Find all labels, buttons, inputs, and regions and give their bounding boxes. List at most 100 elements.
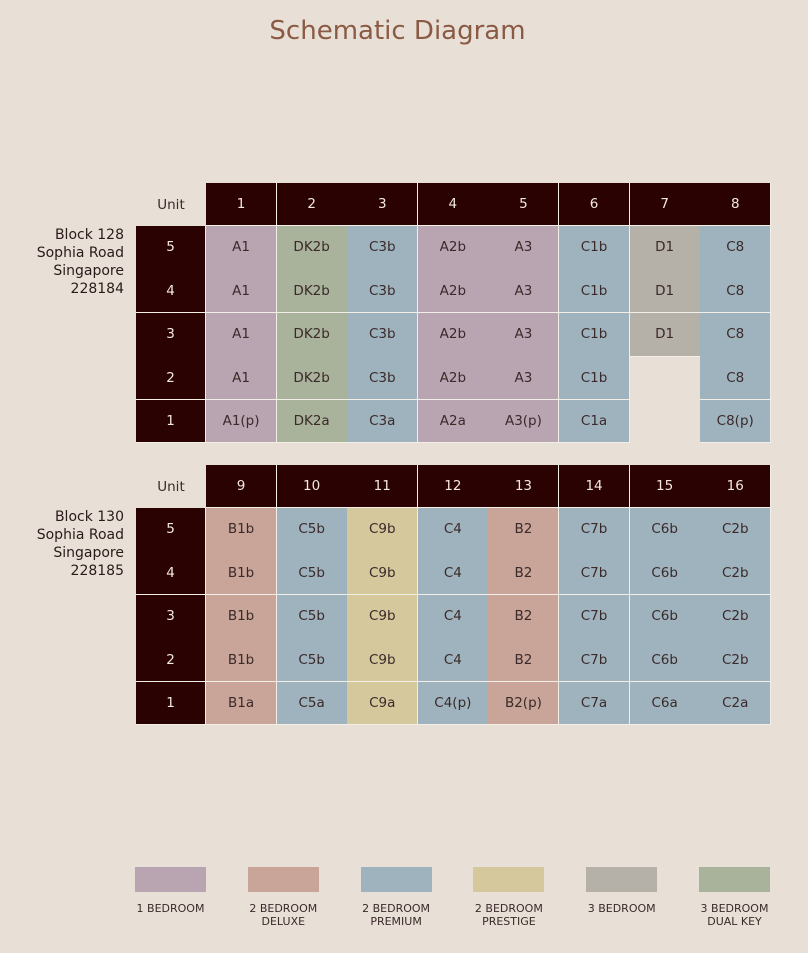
unit-cell: C7a — [559, 681, 631, 726]
unit-cell: B1b — [206, 594, 278, 639]
floor-number: 4 — [136, 269, 206, 314]
unit-cell: C6b — [629, 551, 701, 596]
unit-cell: C4 — [417, 508, 489, 552]
unit-cell: C5b — [276, 551, 348, 596]
unit-number: 15 — [629, 465, 701, 508]
unit-cell: C9a — [347, 681, 419, 726]
unit-cell: A2b — [417, 356, 489, 401]
unit-cell: A3 — [488, 269, 560, 314]
unit-cell: C9b — [347, 638, 419, 683]
unit-cell: D1 — [629, 269, 701, 314]
unit-cell: DK2b — [276, 226, 348, 270]
unit-cell: D1 — [629, 226, 701, 270]
legend-label: 2 BEDROOM — [362, 902, 431, 915]
unit-cell: C2b — [700, 638, 772, 683]
unit-cell: C9b — [347, 508, 419, 552]
unit-number: 13 — [488, 465, 560, 508]
unit-cell: B2 — [488, 508, 560, 552]
unit-cell: C7b — [559, 508, 631, 552]
legend-swatch — [699, 867, 770, 892]
unit-cell: C7b — [559, 638, 631, 683]
unit-cell: C6b — [629, 508, 701, 552]
unit-cell: C9b — [347, 594, 419, 639]
unit-cell: DK2b — [276, 269, 348, 314]
unit-cell: A1 — [206, 269, 278, 314]
floor-number: 5 — [136, 226, 206, 270]
legend-swatch — [586, 867, 658, 892]
unit-cell: C1b — [559, 356, 631, 401]
unit-cell: B1b — [206, 551, 278, 596]
address-line: Block 130 — [54, 509, 124, 525]
unit-cell: C1b — [559, 269, 631, 314]
unit-cell: A3(p) — [488, 399, 560, 444]
legend-swatch — [247, 867, 319, 892]
floor-number: 3 — [136, 312, 206, 357]
unit-cell: A1 — [206, 356, 278, 401]
unit-cell: C2b — [700, 594, 772, 639]
unit-cell: A2b — [417, 312, 489, 357]
unit-cell: A3 — [488, 356, 560, 401]
legend-label: 1 BEDROOM — [136, 902, 205, 915]
floor-number: 1 — [136, 399, 206, 444]
unit-number: 9 — [206, 465, 278, 508]
address-line: Singapore — [53, 545, 124, 561]
unit-number: 1 — [206, 183, 278, 226]
unit-cell: B1a — [206, 681, 278, 726]
floor-number: 2 — [136, 356, 206, 401]
unit-cell: B2 — [488, 551, 560, 596]
legend-label: DUAL KEY — [707, 915, 762, 928]
unit-cell: C6a — [629, 681, 701, 726]
unit-cell: C1b — [559, 226, 631, 270]
unit-cell: C3b — [347, 356, 419, 401]
unit-cell: C5b — [276, 594, 348, 639]
unit-cell: C4 — [417, 638, 489, 683]
unit-cell: A2b — [417, 269, 489, 314]
legend-label: 2 BEDROOM — [474, 902, 543, 915]
unit-cell: C7b — [559, 551, 631, 596]
unit-cell: C6b — [629, 594, 701, 639]
unit-cell: C1a — [559, 399, 631, 444]
legend-swatch — [360, 867, 432, 892]
legend-label: 2 BEDROOM — [249, 902, 318, 915]
unit-cell: B1b — [206, 638, 278, 683]
unit-number: 6 — [559, 183, 631, 226]
unit-cell: D1 — [629, 312, 701, 357]
address-line: Sophia Road — [36, 527, 124, 543]
floor-number: 1 — [136, 681, 206, 726]
floor-number: 2 — [136, 638, 206, 683]
unit-number: 5 — [488, 183, 560, 226]
unit-cell: C1b — [559, 312, 631, 357]
unit-cell: C8 — [700, 356, 772, 401]
address-line: Block 128 — [54, 227, 124, 243]
unit-number: 4 — [417, 183, 489, 226]
unit-cell: C3b — [347, 312, 419, 357]
legend-label: DELUXE — [261, 915, 306, 928]
unit-header: Unit — [157, 478, 185, 495]
unit-cell: B2(p) — [488, 681, 560, 726]
unit-cell: B2 — [488, 594, 560, 639]
unit-cell: C2b — [700, 508, 772, 552]
floor-number: 4 — [136, 551, 206, 596]
floor-number: 3 — [136, 594, 206, 639]
unit-cell: B2 — [488, 638, 560, 683]
unit-cell: C3b — [347, 269, 419, 314]
unit-cell: C5b — [276, 638, 348, 683]
unit-number: 10 — [276, 465, 348, 508]
floor-number: 5 — [136, 508, 206, 552]
unit-cell: C8 — [700, 269, 772, 314]
legend-swatch — [135, 867, 206, 892]
unit-number: 12 — [417, 465, 489, 508]
unit-cell: DK2a — [276, 399, 348, 444]
unit-number: 14 — [559, 465, 631, 508]
unit-cell: B1b — [206, 508, 278, 552]
unit-cell: A1(p) — [206, 399, 278, 444]
unit-cell: C5b — [276, 508, 348, 552]
unit-cell: C4 — [417, 551, 489, 596]
title: Schematic Diagram — [269, 16, 526, 46]
legend-label: 3 BEDROOM — [700, 902, 769, 915]
unit-cell: C2a — [700, 681, 772, 726]
legend-label: PREMIUM — [370, 915, 422, 928]
unit-cell: C3b — [347, 226, 419, 270]
unit-header: Unit — [157, 196, 185, 213]
